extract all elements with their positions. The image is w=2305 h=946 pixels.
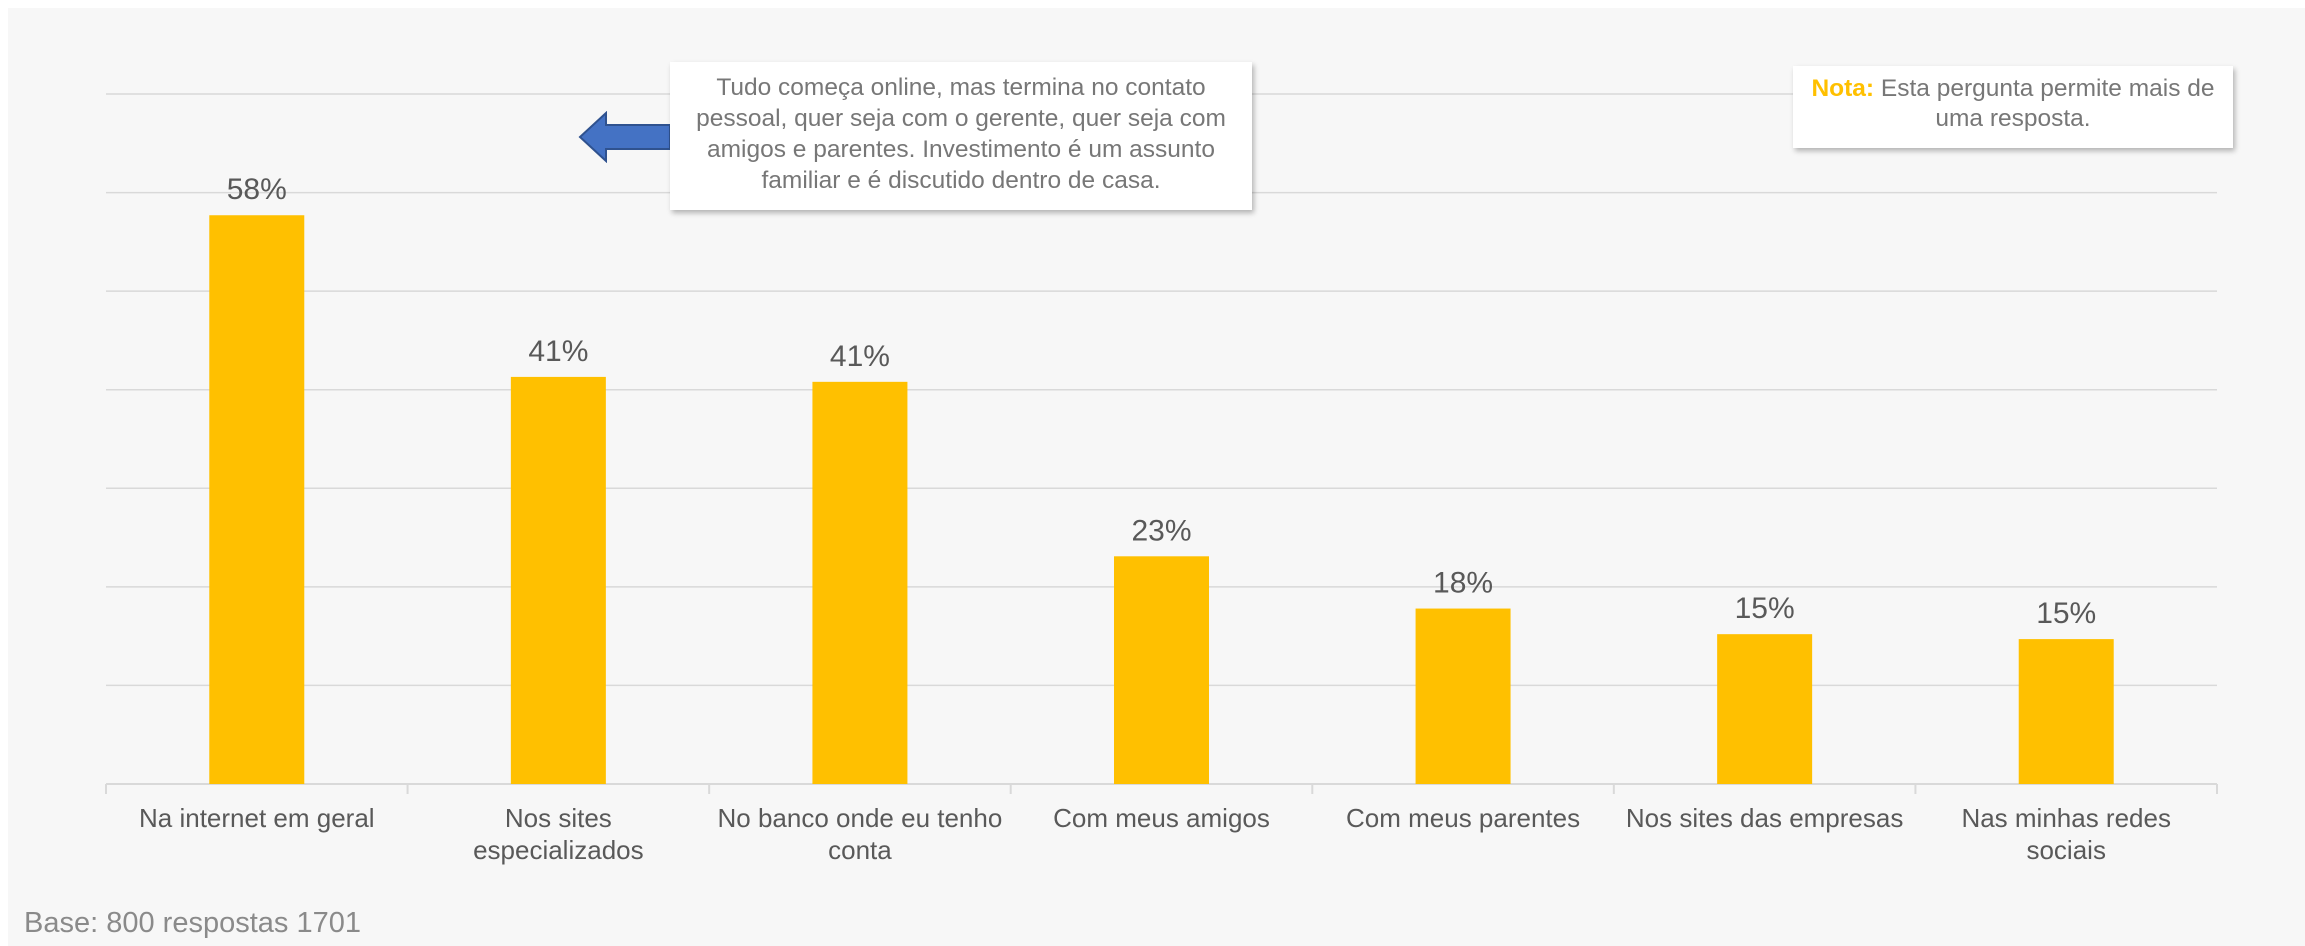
arrow-shape: [578, 111, 670, 163]
data-label: 41%: [830, 340, 890, 373]
data-label: 18%: [1433, 567, 1493, 600]
data-label: 15%: [2036, 597, 2096, 630]
bar: [510, 376, 606, 784]
note-text: Esta pergunta permite mais de uma respos…: [1874, 75, 2215, 132]
data-label: 23%: [1131, 514, 1191, 547]
category-label: Na internet em geral: [139, 803, 375, 833]
category-label: Com meus parentes: [1346, 803, 1580, 833]
bar: [1717, 634, 1813, 784]
left-arrow-icon: [578, 111, 670, 163]
note-label: Nota:: [1811, 75, 1875, 102]
bar: [209, 215, 305, 784]
bar: [1415, 608, 1511, 784]
callout-text: Tudo começa online, mas termina no conta…: [696, 74, 1226, 194]
bar: [2018, 639, 2114, 784]
data-label: 58%: [227, 173, 287, 206]
category-label: Nas minhas redes sociais: [1961, 803, 2171, 865]
category-label: Nos sites das empresas: [1626, 803, 1903, 833]
data-label: 41%: [528, 335, 588, 368]
data-label: 15%: [1735, 592, 1795, 625]
category-label: No banco onde eu tenho conta: [718, 803, 1003, 865]
bar: [812, 381, 908, 784]
insight-callout: Tudo começa online, mas termina no conta…: [670, 62, 1252, 210]
category-label: Nos sites especializados: [473, 803, 644, 865]
note-box: Nota: Esta pergunta permite mais de uma …: [1793, 66, 2233, 148]
bar: [1114, 556, 1209, 784]
base-footnote: Base: 800 respostas 1701: [24, 907, 361, 939]
category-label: Com meus amigos: [1053, 803, 1270, 833]
